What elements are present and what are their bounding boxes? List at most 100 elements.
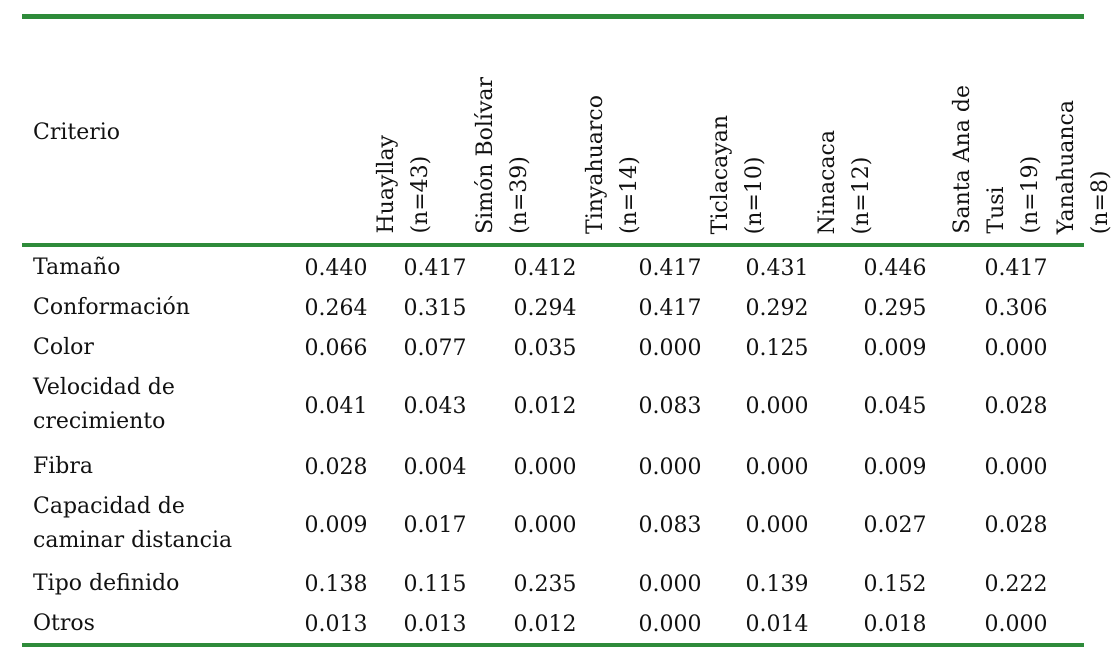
column-header-count: (n=8) [1088, 170, 1113, 234]
table-cell: 0.412 [513, 256, 577, 281]
table-cell: 0.000 [638, 612, 702, 637]
table-cell: 0.417 [638, 256, 702, 281]
column-header-name: Ticlacayan [708, 114, 733, 234]
table-cell: 0.417 [638, 296, 702, 321]
table-cell: 0.000 [745, 455, 809, 480]
column-header: Ticlacayan (n=10) [630, 30, 767, 234]
table-cell: 0.012 [513, 612, 577, 637]
table-row: Conformación 0.264 0.315 0.294 0.417 0.292 0.2… [0, 291, 1117, 327]
row-label-line: Capacidad de [33, 494, 185, 519]
table-cell: 0.028 [984, 513, 1048, 538]
row-label: Tamaño [33, 251, 120, 285]
table-cell: 0.013 [304, 612, 368, 637]
table-cell: 0.009 [304, 513, 368, 538]
table-cell: 0.014 [745, 612, 809, 637]
column-header-name: Ninacaca [815, 129, 840, 234]
table-cell: 0.045 [863, 394, 927, 419]
table-cell: 0.077 [403, 336, 467, 361]
table-cell: 0.417 [984, 256, 1048, 281]
table-cell: 0.028 [984, 394, 1048, 419]
table-row: Tipo definido 0.138 0.115 0.235 0.000 0.139 0.… [0, 567, 1117, 603]
table-cell: 0.009 [863, 455, 927, 480]
column-header-name: Tinyahuarco [583, 95, 608, 234]
row-label: Velocidad de crecimiento [33, 371, 175, 439]
top-rule [22, 14, 1084, 19]
table-cell: 0.000 [513, 513, 577, 538]
table-cell: 0.041 [304, 394, 368, 419]
row-label-line: crecimiento [33, 409, 166, 434]
column-header: Ninacaca (n=12) [737, 30, 874, 234]
row-label-line: Velocidad de [33, 375, 175, 400]
table-cell: 0.440 [304, 256, 368, 281]
table-row: Otros 0.013 0.013 0.012 0.000 0.014 0.018 0.000 [0, 607, 1117, 643]
row-label: Tipo definido [33, 567, 179, 601]
table-cell: 0.013 [403, 612, 467, 637]
table-cell: 0.138 [304, 572, 368, 597]
table-row: Tamaño 0.440 0.417 0.412 0.417 0.431 0.446 0.41… [0, 251, 1117, 287]
table-cell: 0.000 [745, 513, 809, 538]
table-cell: 0.431 [745, 256, 809, 281]
table-cell: 0.222 [984, 572, 1048, 597]
column-header: Simón Bolívar (n=39) [395, 30, 532, 234]
column-header: Huayllay (n=43) [296, 30, 433, 234]
row-label-line: Conformación [33, 295, 190, 320]
table-cell: 0.125 [745, 336, 809, 361]
table-cell: 0.083 [638, 394, 702, 419]
table-cell: 0.066 [304, 336, 368, 361]
table-cell: 0.017 [403, 513, 467, 538]
column-header: Tinyahuarco (n=14) [505, 30, 642, 234]
table-cell: 0.446 [863, 256, 927, 281]
row-label-line: Tamaño [33, 255, 121, 280]
table-cell: 0.009 [863, 336, 927, 361]
row-label-line: Fibra [33, 454, 94, 479]
table-row: Velocidad de crecimiento 0.041 0.043 0.012 0.… [0, 371, 1117, 443]
table-cell: 0.018 [863, 612, 927, 637]
table-cell: 0.012 [513, 394, 577, 419]
criterio-header: Criterio [33, 120, 121, 145]
row-label-line: caminar distancia [33, 528, 233, 553]
table-cell: 0.139 [745, 572, 809, 597]
table-cell: 0.000 [638, 572, 702, 597]
column-header-name: Yanahuanca [1054, 99, 1079, 234]
row-label: Fibra [33, 450, 93, 484]
table-cell: 0.306 [984, 296, 1048, 321]
column-header-name: Simón Bolívar [473, 77, 498, 234]
row-label: Capacidad de caminar distancia [33, 490, 232, 558]
header-rule [22, 243, 1084, 247]
table-cell: 0.294 [513, 296, 577, 321]
table-cell: 0.000 [638, 336, 702, 361]
table-cell: 0.043 [403, 394, 467, 419]
column-header-name: Santa Ana de [950, 85, 975, 234]
table-cell: 0.292 [745, 296, 809, 321]
table-cell: 0.083 [638, 513, 702, 538]
table-cell: 0.152 [863, 572, 927, 597]
table-cell: 0.004 [403, 455, 467, 480]
table-cell: 0.000 [513, 455, 577, 480]
table-cell: 0.417 [403, 256, 467, 281]
table-cell: 0.000 [984, 455, 1048, 480]
table-cell: 0.027 [863, 513, 927, 538]
table-cell: 0.295 [863, 296, 927, 321]
row-label-line: Otros [33, 611, 95, 636]
row-label: Otros [33, 607, 95, 641]
column-header: Yanahuanca (n=8) [976, 30, 1113, 234]
table-row: Fibra 0.028 0.004 0.000 0.000 0.000 0.009 0.000 [0, 450, 1117, 486]
row-label: Conformación [33, 291, 190, 325]
table-cell: 0.028 [304, 455, 368, 480]
table-cell: 0.000 [984, 612, 1048, 637]
column-header: Santa Ana de Tusi (n=19) [855, 30, 1043, 234]
table-cell: 0.315 [403, 296, 467, 321]
table-cell: 0.235 [513, 572, 577, 597]
row-label-line: Tipo definido [33, 571, 180, 596]
bottom-rule [22, 643, 1084, 647]
table-row: Capacidad de caminar distancia 0.009 0.017 0… [0, 490, 1117, 562]
table-cell: 0.000 [638, 455, 702, 480]
table-cell: 0.264 [304, 296, 368, 321]
table-cell: 0.115 [403, 572, 467, 597]
row-label: Color [33, 331, 94, 365]
row-label-line: Color [33, 335, 94, 360]
table-cell: 0.035 [513, 336, 577, 361]
table-cell: 0.000 [745, 394, 809, 419]
table-cell: 0.000 [984, 336, 1048, 361]
table-row: Color 0.066 0.077 0.035 0.000 0.125 0.009 0.000 [0, 331, 1117, 367]
